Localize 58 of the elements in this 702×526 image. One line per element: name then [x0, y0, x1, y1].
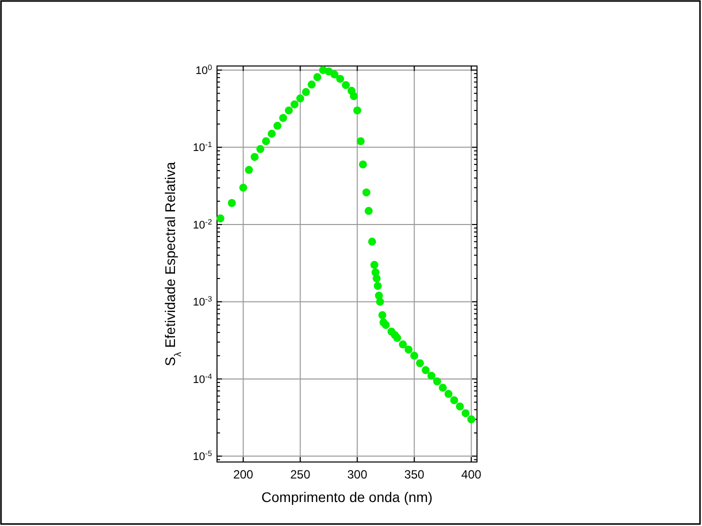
y-tick-label: 10$^{-1}$ [192, 140, 212, 154]
point [422, 366, 430, 374]
point [330, 70, 338, 78]
x-tick-label: 400 [461, 468, 482, 482]
point [239, 184, 248, 192]
point [404, 346, 413, 354]
point [284, 106, 293, 114]
point [370, 260, 378, 269]
point [416, 359, 424, 368]
point [262, 137, 270, 146]
point [364, 206, 373, 215]
point [427, 372, 436, 380]
point [382, 320, 390, 329]
point [302, 88, 310, 96]
point [467, 415, 476, 424]
point [450, 396, 458, 404]
point [353, 106, 362, 114]
y-tick-label: 10$^{-4}$ [192, 371, 213, 386]
point [444, 390, 452, 398]
point [358, 160, 367, 168]
point [216, 214, 224, 222]
point [350, 92, 358, 100]
x-tick-label: 250 [290, 468, 311, 482]
point [296, 94, 304, 102]
point [376, 298, 384, 306]
point [336, 74, 344, 83]
point [228, 199, 236, 207]
x-tick-label: 300 [347, 468, 368, 482]
x-tick-label: 200 [233, 468, 254, 482]
point [398, 340, 407, 348]
point [342, 81, 350, 90]
point [462, 409, 470, 418]
point [290, 100, 299, 108]
point [378, 311, 386, 320]
point [393, 334, 402, 342]
point [250, 152, 259, 161]
point [368, 238, 376, 246]
point [256, 145, 264, 154]
point [313, 73, 322, 82]
point [456, 402, 464, 410]
point [279, 114, 288, 122]
point [268, 130, 276, 138]
point [244, 166, 253, 174]
y-tick-label: 10$^{0}$ [195, 62, 212, 77]
point [372, 274, 381, 282]
point [273, 122, 282, 130]
point [374, 282, 382, 290]
y-tick-label: 10$^{-2}$ [192, 216, 212, 232]
x-tick-label: 350 [404, 468, 425, 482]
y-tick-label: 10$^{-3}$ [192, 294, 212, 309]
point [433, 377, 442, 386]
y-tick-label: 10$^{-5}$ [192, 448, 212, 464]
point [356, 137, 365, 146]
point [362, 188, 370, 196]
point [410, 352, 418, 360]
point [438, 384, 447, 392]
x-axis-title: Comprimento de onda (nm) [261, 489, 433, 505]
point [308, 80, 316, 89]
